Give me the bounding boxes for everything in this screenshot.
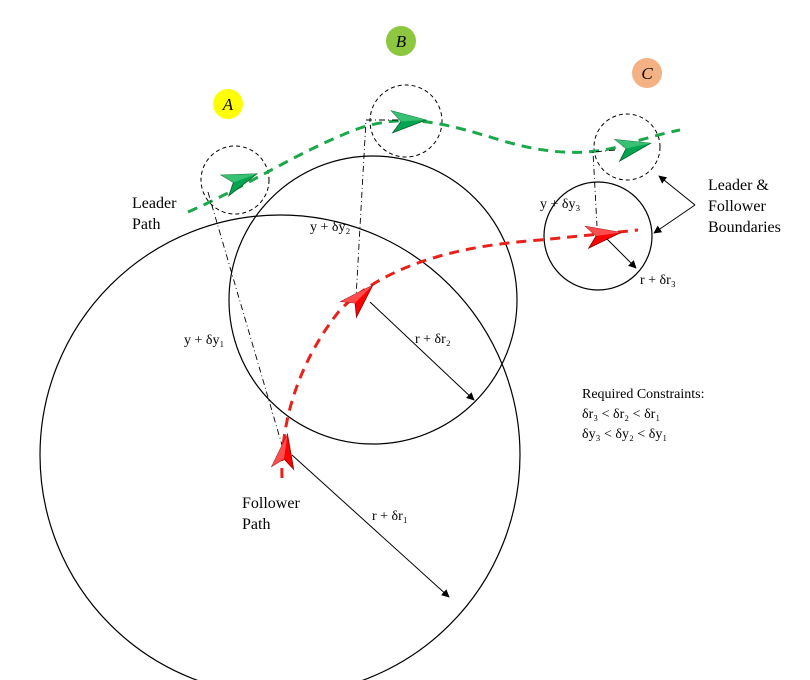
follower-agent-icon-1 <box>270 432 295 471</box>
leader-agent-icon-b <box>390 110 428 134</box>
r1-label: r + δr₁ <box>372 509 408 524</box>
marker-c: C <box>632 58 662 88</box>
y2-label: y + δy₂ <box>310 220 350 235</box>
marker-b-label: B <box>396 32 407 51</box>
follower-boundary-circle-2 <box>228 155 518 445</box>
y3-label: y + δy₃ <box>540 197 580 212</box>
follower-path-label-line1: Follower <box>242 495 300 512</box>
constraints-line-2: δy₃ < δy₂ < δy₁ <box>582 427 667 442</box>
boundaries-callout-arrow-2 <box>653 204 696 234</box>
leader-path <box>187 119 681 214</box>
y3-connector <box>592 149 616 227</box>
r3-label: r + δr₃ <box>640 273 676 288</box>
follower-path-label-line2: Path <box>242 516 270 533</box>
y1-connector <box>207 191 285 453</box>
r1-radius-arrow <box>291 454 450 598</box>
boundaries-label-line3: Boundaries <box>708 219 781 236</box>
r3-radius-arrow <box>604 236 637 269</box>
constraints-title: Required Constraints: <box>582 387 705 402</box>
leader-path-label-line1: Leader <box>132 195 177 212</box>
leader-agent-icon-c <box>613 139 652 163</box>
constraints-line-1: δr₃ < δr₂ < δr₁ <box>582 407 660 422</box>
marker-b: B <box>386 26 416 56</box>
marker-a: A <box>213 89 243 119</box>
boundaries-label-line2: Follower <box>708 198 766 215</box>
follower-boundary-circle-3 <box>543 181 653 291</box>
boundaries-callout-arrow-1 <box>658 175 696 206</box>
follower-agent-icon-2 <box>339 284 374 319</box>
marker-c-label: C <box>641 64 653 83</box>
follower-boundary-circle-1 <box>39 214 521 680</box>
leader-agent-icon-a <box>219 173 259 197</box>
y2-connector <box>355 119 398 299</box>
leader-path-label-line2: Path <box>132 216 160 233</box>
leader-boundary-circle-b <box>369 84 443 158</box>
marker-c-badge <box>632 58 662 88</box>
r2-label: r + δr₂ <box>415 332 451 347</box>
boundaries-label-line1: Leader & <box>708 177 769 194</box>
marker-a-label: A <box>222 95 234 114</box>
marker-a-badge <box>213 89 243 119</box>
r2-radius-arrow <box>369 301 475 401</box>
leader-boundary-circle-a <box>200 145 270 215</box>
leader-boundary-circle-c <box>593 113 661 181</box>
marker-b-badge <box>386 26 416 56</box>
follower-path <box>280 228 639 479</box>
y1-label: y + δy₁ <box>184 333 224 348</box>
follower-agent-icon-3 <box>584 225 623 250</box>
